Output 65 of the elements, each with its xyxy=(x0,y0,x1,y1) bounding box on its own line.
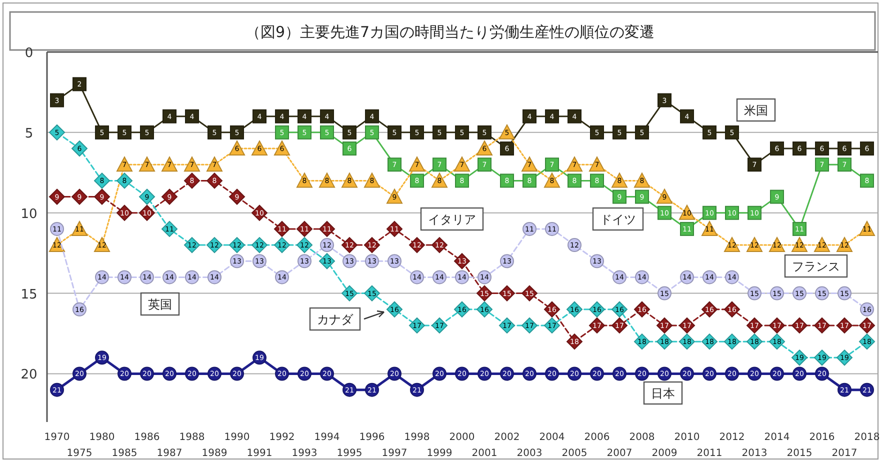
x-tick-label: 2011 xyxy=(696,448,722,459)
point xyxy=(566,156,582,172)
point xyxy=(184,156,200,172)
series-label: 米国 xyxy=(744,104,768,118)
point xyxy=(139,156,155,172)
x-tick-label: 2004 xyxy=(539,432,565,443)
x-tick-label: 2005 xyxy=(562,448,588,459)
x-tick-label: 2001 xyxy=(472,448,498,459)
series-label: ドイツ xyxy=(600,212,636,226)
x-tick-label: 2006 xyxy=(584,432,610,443)
point xyxy=(72,77,86,92)
x-tick-label: 1988 xyxy=(179,432,205,443)
x-tick-label: 2008 xyxy=(629,432,655,443)
point xyxy=(589,156,605,172)
series-label: フランス xyxy=(792,260,840,274)
x-tick-label: 1975 xyxy=(66,448,92,459)
series-label: カナダ xyxy=(317,312,354,326)
x-tick-label: 2018 xyxy=(854,432,880,443)
x-tick-label: 2002 xyxy=(494,432,520,443)
x-tick-label: 1997 xyxy=(382,448,408,459)
x-tick-label: 1970 xyxy=(44,432,70,443)
series-label: 英国 xyxy=(148,298,172,312)
point xyxy=(656,188,672,204)
x-tick-label: 1987 xyxy=(156,448,182,459)
x-tick-label: 1993 xyxy=(292,448,318,459)
x-tick-label: 2015 xyxy=(786,448,812,459)
x-tick-label: 2000 xyxy=(449,432,475,443)
point xyxy=(454,156,470,172)
point xyxy=(116,156,132,172)
series-label: 日本 xyxy=(651,386,675,400)
x-tick-label: 2017 xyxy=(832,448,858,459)
x-tick-label: 1986 xyxy=(134,432,160,443)
x-tick-label: 1996 xyxy=(359,432,385,443)
point xyxy=(49,124,65,140)
x-tick-label: 1990 xyxy=(224,432,250,443)
x-tick-label: 1992 xyxy=(269,432,295,443)
y-tick-label: 5 xyxy=(24,126,34,142)
point xyxy=(522,156,538,172)
y-tick-label: 15 xyxy=(20,287,38,302)
y-tick-label: 0 xyxy=(24,46,34,61)
x-tick-label: 1999 xyxy=(426,448,452,459)
x-tick-label: 1989 xyxy=(202,448,228,459)
point xyxy=(386,188,402,204)
y-tick-label: 20 xyxy=(20,368,38,383)
x-tick-label: 1980 xyxy=(89,432,115,443)
x-tick-label: 2013 xyxy=(742,448,768,459)
x-tick-label: 2009 xyxy=(652,448,678,459)
x-tick-label: 2014 xyxy=(764,432,790,443)
x-tick-label: 1985 xyxy=(112,448,138,459)
x-tick-label: 2012 xyxy=(719,432,745,443)
point xyxy=(409,156,425,172)
x-tick-label: 2010 xyxy=(674,432,700,443)
x-tick-label: 1991 xyxy=(246,448,272,459)
series-label: イタリア xyxy=(428,212,476,226)
point xyxy=(162,156,178,172)
x-tick-label: 1998 xyxy=(404,432,430,443)
point xyxy=(206,156,222,172)
x-tick-label: 1994 xyxy=(314,432,340,443)
x-tick-label: 1995 xyxy=(336,448,362,459)
x-tick-label: 2007 xyxy=(606,448,632,459)
point xyxy=(499,124,515,140)
x-tick-label: 2016 xyxy=(809,432,835,443)
x-tick-label: 2003 xyxy=(516,448,542,459)
chart-title: （図9）主要先進7カ国の時間当たり労働生産性の順位の変遷 xyxy=(245,23,655,41)
y-tick-label: 10 xyxy=(20,206,38,222)
